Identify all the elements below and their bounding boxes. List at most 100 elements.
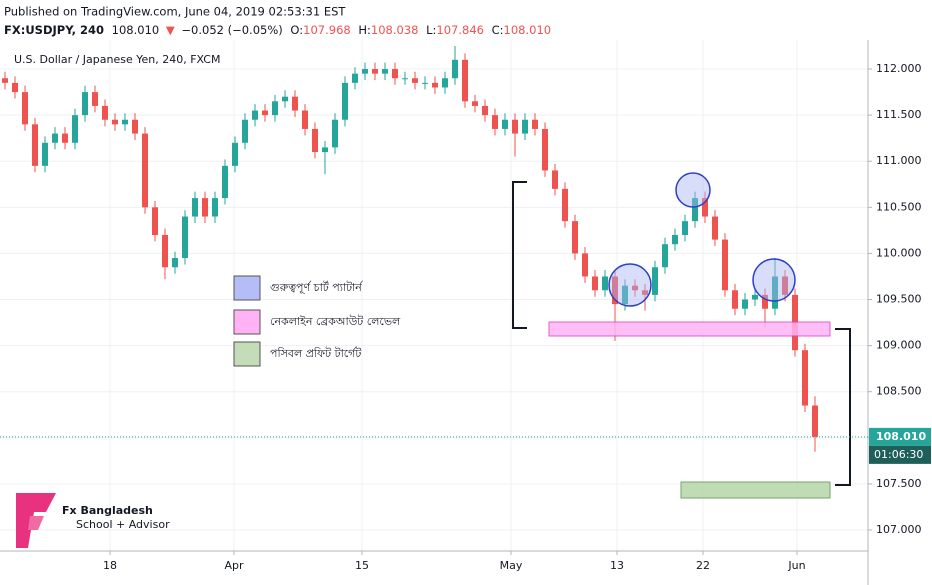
- ohlc-label: L:: [426, 23, 436, 37]
- candle-body: [602, 276, 608, 291]
- candle-body: [252, 110, 258, 120]
- target-box: [680, 481, 831, 499]
- candle-body: [172, 258, 178, 268]
- candle-body: [202, 198, 208, 217]
- candle-body: [772, 276, 778, 309]
- candle-body: [312, 128, 318, 153]
- candle-body: [422, 82, 428, 84]
- last-price-box: [869, 427, 931, 446]
- x-tick-label: 22: [696, 559, 710, 572]
- candle-body: [662, 244, 668, 268]
- candle-body: [142, 133, 148, 208]
- y-tick-label: 112.000: [876, 62, 922, 75]
- candle-body: [92, 92, 98, 106]
- candle-body: [62, 133, 68, 143]
- logo-mark: [16, 493, 56, 548]
- candle-body: [782, 276, 788, 295]
- price: 108.010: [112, 23, 160, 37]
- candle-body: [532, 119, 538, 129]
- candle-body: [542, 128, 548, 171]
- candle-body: [752, 294, 758, 300]
- candle-body: [452, 59, 458, 79]
- y-tick-label: 110.000: [876, 246, 922, 259]
- candle-body: [472, 101, 478, 106]
- candle-body: [72, 115, 78, 143]
- candle-body: [362, 69, 368, 74]
- y-tick-label: 110.500: [876, 200, 922, 213]
- ohlc-label: H:: [358, 23, 371, 37]
- candle-body: [192, 198, 198, 217]
- y-tick-label: 108.500: [876, 385, 922, 398]
- candle-body: [322, 147, 328, 153]
- pattern-circle: [608, 263, 652, 307]
- y-tick-label: 107.000: [876, 523, 922, 536]
- candle-body: [212, 198, 218, 217]
- pattern-circle: [752, 258, 796, 302]
- candle-body: [502, 119, 508, 129]
- candle-body: [522, 119, 528, 134]
- candle-body: [512, 119, 518, 134]
- candle-body: [642, 290, 648, 295]
- candle-body: [372, 69, 378, 74]
- candle-body: [232, 142, 238, 166]
- candle-body: [32, 124, 38, 166]
- candle-body: [272, 101, 278, 116]
- y-tick-label: 107.500: [876, 477, 922, 490]
- candle-body: [432, 82, 438, 88]
- candle-body: [552, 170, 558, 189]
- candle-body: [562, 188, 568, 222]
- legend-swatch: [233, 341, 261, 367]
- candles: [1, 45, 818, 452]
- legend-label: গুরুত্বপূর্ণ চার্ট প্যাটার্ন: [270, 281, 364, 294]
- candle-body: [402, 78, 408, 80]
- candle-body: [682, 221, 688, 235]
- arrow: ▼: [166, 23, 175, 37]
- x-tick-label: May: [500, 559, 523, 572]
- y-tick-label: 109.500: [876, 293, 922, 306]
- candle-body: [332, 119, 338, 148]
- candle-body: [122, 119, 128, 125]
- candle-body: [412, 78, 418, 83]
- ohlc-value: 107.968: [303, 23, 351, 37]
- candle-body: [262, 110, 268, 116]
- candle-body: [242, 119, 248, 143]
- candle-body: [342, 82, 348, 120]
- x-tick-label: 13: [610, 559, 624, 572]
- ohlc-label: C:: [492, 23, 504, 37]
- ohlc-value: 108.010: [504, 23, 552, 37]
- legend-label: পসিবল প্রফিট টার্গেট: [270, 347, 362, 360]
- candle-body: [302, 110, 308, 129]
- candle-body: [582, 253, 588, 277]
- ohlc-value: 108.038: [371, 23, 419, 37]
- candle-body: [812, 405, 818, 437]
- candle-body: [482, 105, 488, 116]
- candle-body: [382, 69, 388, 74]
- candle-body: [292, 96, 298, 111]
- bracket: [835, 328, 851, 486]
- legend-swatch: [233, 275, 261, 301]
- candle-body: [622, 285, 628, 305]
- candle-body: [712, 216, 718, 240]
- candle-body: [462, 59, 468, 102]
- candle-body: [742, 299, 748, 309]
- x-tick-label: Apr: [224, 559, 244, 572]
- symbol-line: FX:USDJPY, 240 108.010 ▼ −0.052 (−0.05%)…: [4, 23, 551, 37]
- candle-body: [692, 198, 698, 222]
- chart-title: U.S. Dollar / Japanese Yen, 240, FXCM: [14, 53, 220, 66]
- published: Published on TradingView.com, June 04, 2…: [4, 5, 346, 19]
- candle-body: [632, 285, 638, 291]
- candle-body: [392, 69, 398, 79]
- symbol: FX:USDJPY, 240: [4, 23, 104, 37]
- candle-body: [1, 78, 8, 83]
- pattern-circle: [675, 172, 711, 208]
- y-tick-label: 111.000: [876, 154, 922, 167]
- last-price-label: 108.010: [876, 430, 926, 443]
- candle-body: [612, 276, 618, 305]
- ohlc-value: 107.846: [436, 23, 484, 37]
- candle-body: [152, 207, 158, 235]
- candle-body: [572, 221, 578, 254]
- change: −0.052 (−0.05%): [181, 23, 282, 37]
- candle-body: [102, 105, 108, 120]
- candle-body: [222, 165, 228, 199]
- bracket: [512, 181, 527, 329]
